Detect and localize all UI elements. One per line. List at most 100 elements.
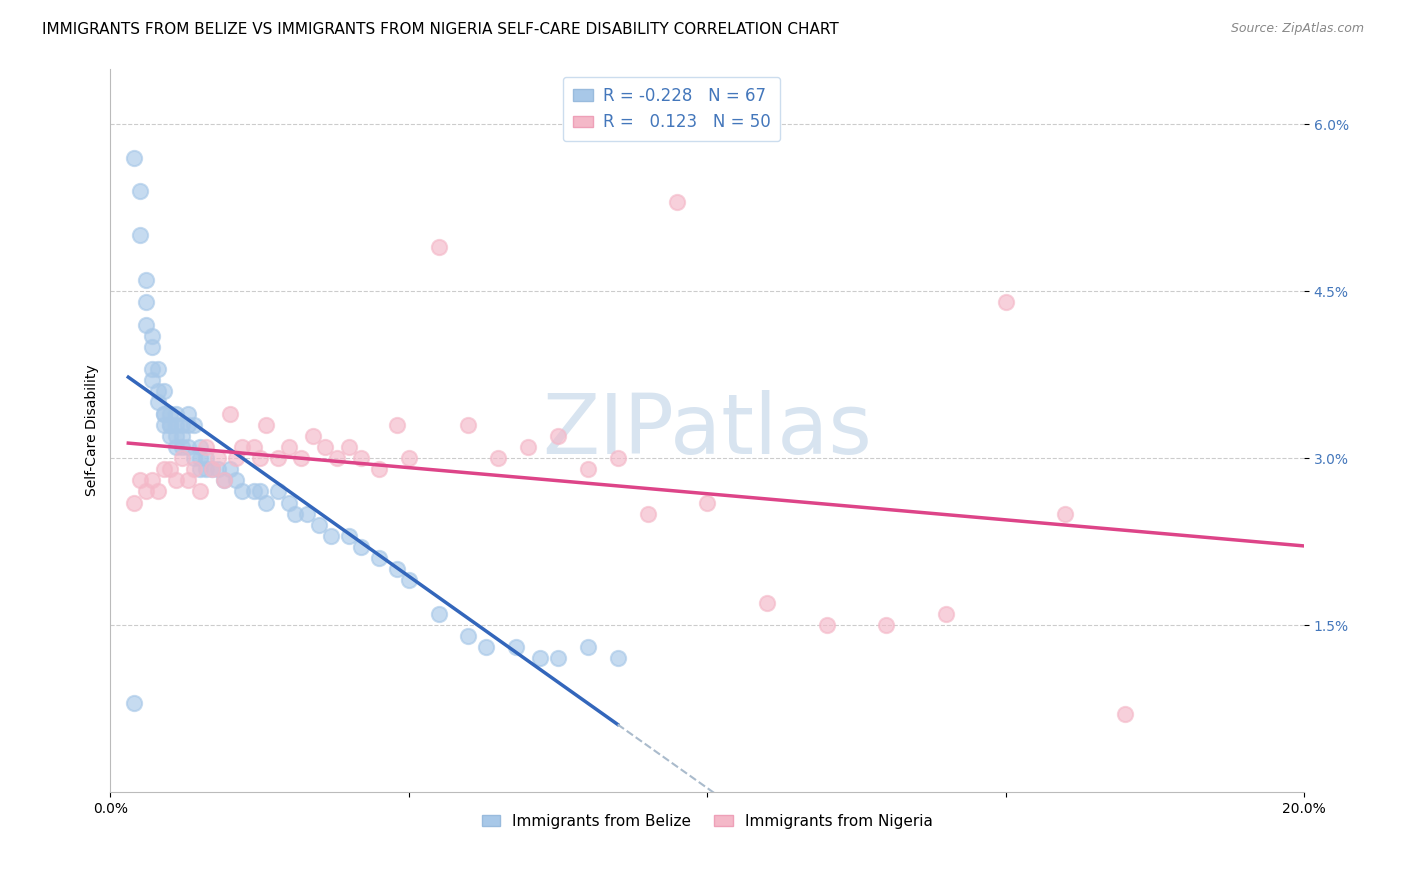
- Y-axis label: Self-Care Disability: Self-Care Disability: [86, 365, 100, 496]
- Point: [385, 417, 408, 432]
- Point: [135, 318, 157, 332]
- Point: [576, 640, 599, 655]
- Text: ZIPatlas: ZIPatlas: [543, 390, 872, 471]
- Point: [177, 417, 200, 432]
- Point: [159, 429, 181, 443]
- Point: [486, 451, 509, 466]
- Point: [385, 562, 408, 576]
- Legend: Immigrants from Belize, Immigrants from Nigeria: Immigrants from Belize, Immigrants from …: [475, 808, 939, 835]
- Point: [368, 551, 391, 566]
- Point: [194, 451, 217, 466]
- Point: [225, 473, 247, 487]
- Point: [170, 440, 193, 454]
- Point: [427, 607, 450, 621]
- Point: [666, 195, 689, 210]
- Point: [129, 184, 152, 198]
- Point: [135, 273, 157, 287]
- Point: [475, 640, 498, 655]
- Point: [225, 451, 247, 466]
- Point: [129, 228, 152, 243]
- Point: [254, 495, 277, 509]
- Point: [314, 440, 336, 454]
- Point: [207, 451, 229, 466]
- Point: [146, 362, 169, 376]
- Point: [170, 429, 193, 443]
- Point: [183, 462, 205, 476]
- Point: [266, 484, 288, 499]
- Point: [529, 651, 551, 665]
- Point: [146, 484, 169, 499]
- Point: [505, 640, 527, 655]
- Point: [177, 407, 200, 421]
- Point: [146, 384, 169, 399]
- Point: [284, 507, 307, 521]
- Point: [153, 407, 176, 421]
- Point: [165, 417, 187, 432]
- Point: [218, 407, 240, 421]
- Point: [170, 417, 193, 432]
- Point: [183, 451, 205, 466]
- Point: [207, 462, 229, 476]
- Point: [165, 429, 187, 443]
- Point: [637, 507, 659, 521]
- Point: [141, 362, 163, 376]
- Point: [547, 651, 569, 665]
- Point: [350, 540, 373, 554]
- Point: [201, 462, 224, 476]
- Point: [606, 451, 628, 466]
- Point: [159, 417, 181, 432]
- Point: [547, 429, 569, 443]
- Point: [297, 507, 319, 521]
- Point: [875, 618, 897, 632]
- Point: [177, 473, 200, 487]
- Point: [278, 440, 301, 454]
- Point: [153, 407, 176, 421]
- Point: [1054, 507, 1077, 521]
- Point: [159, 407, 181, 421]
- Point: [201, 462, 224, 476]
- Point: [129, 473, 152, 487]
- Point: [337, 440, 360, 454]
- Point: [457, 417, 479, 432]
- Point: [696, 495, 718, 509]
- Point: [165, 407, 187, 421]
- Point: [755, 596, 778, 610]
- Point: [249, 451, 271, 466]
- Point: [231, 440, 253, 454]
- Point: [935, 607, 957, 621]
- Point: [183, 417, 205, 432]
- Point: [194, 440, 217, 454]
- Point: [146, 395, 169, 409]
- Point: [308, 517, 330, 532]
- Point: [141, 340, 163, 354]
- Point: [165, 440, 187, 454]
- Point: [124, 696, 146, 710]
- Point: [153, 417, 176, 432]
- Point: [194, 462, 217, 476]
- Point: [266, 451, 288, 466]
- Point: [231, 484, 253, 499]
- Point: [135, 484, 157, 499]
- Point: [141, 473, 163, 487]
- Point: [165, 473, 187, 487]
- Point: [188, 451, 211, 466]
- Point: [159, 462, 181, 476]
- Point: [124, 495, 146, 509]
- Point: [177, 440, 200, 454]
- Point: [170, 451, 193, 466]
- Point: [815, 618, 838, 632]
- Text: Source: ZipAtlas.com: Source: ZipAtlas.com: [1230, 22, 1364, 36]
- Point: [141, 328, 163, 343]
- Point: [326, 451, 349, 466]
- Point: [141, 373, 163, 387]
- Point: [242, 484, 264, 499]
- Point: [254, 417, 277, 432]
- Point: [1114, 707, 1136, 722]
- Point: [398, 574, 420, 588]
- Point: [994, 295, 1017, 310]
- Point: [427, 239, 450, 253]
- Point: [188, 484, 211, 499]
- Point: [212, 473, 235, 487]
- Point: [398, 451, 420, 466]
- Point: [337, 529, 360, 543]
